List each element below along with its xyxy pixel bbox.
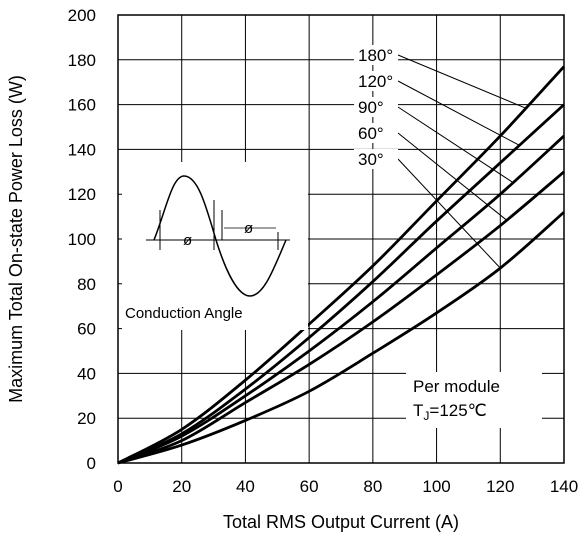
operating-note: Per module TJ=125℃ — [406, 372, 542, 428]
y-tick-label-9: 180 — [68, 51, 96, 70]
series-line-1 — [117, 103, 565, 465]
series-line-0 — [117, 65, 566, 465]
series-label-4: 30° — [358, 150, 384, 169]
series-label-bg-1 — [354, 71, 398, 91]
series-labels: 180° 120° 90° 60° 30° — [354, 45, 398, 169]
series-leader-1 — [397, 80, 520, 146]
note-background — [406, 372, 542, 428]
y-tick-label-10: 200 — [68, 6, 96, 25]
y-axis-title: Maximum Total On-state Power Loss (W) — [6, 75, 26, 403]
y-tick-label-7: 140 — [68, 140, 96, 159]
series-label-bg-2 — [354, 97, 398, 117]
inset-phi-2: ø — [244, 220, 253, 237]
note-tj-t: T — [413, 401, 423, 420]
x-axis-title: Total RMS Output Current (A) — [223, 512, 459, 532]
note-tj-value: =125℃ — [429, 401, 486, 420]
x-tick-label-1: 20 — [172, 477, 191, 496]
x-tick-label-5: 100 — [422, 477, 450, 496]
series-leader-4 — [397, 158, 501, 269]
series-label-2: 90° — [358, 98, 384, 117]
series-line-2 — [117, 134, 565, 465]
series-leader-3 — [397, 132, 507, 221]
y-tick-label-4: 80 — [77, 275, 96, 294]
y-tick-label-1: 20 — [77, 409, 96, 428]
inset-background — [122, 162, 308, 330]
series-leader-2 — [397, 106, 514, 183]
conduction-angle-inset: ø ø Conduction Angle — [122, 162, 308, 330]
series-leader-0 — [397, 54, 526, 109]
x-tick-label-2: 40 — [236, 477, 255, 496]
y-tick-label-0: 0 — [87, 454, 96, 473]
series-label-0: 180° — [358, 46, 393, 65]
tick-labels: 0 20 40 60 80 100 120 140 0 20 40 60 80 100 120 140 160 1… — [68, 6, 579, 496]
note-tj-sub: J — [423, 409, 429, 423]
x-tick-label-0: 0 — [113, 477, 122, 496]
series-label-3: 60° — [358, 124, 384, 143]
x-tick-label-4: 80 — [363, 477, 382, 496]
x-tick-label-7: 140 — [550, 477, 578, 496]
series-label-bg-4 — [354, 149, 398, 169]
y-tick-label-5: 100 — [68, 230, 96, 249]
y-tick-label-2: 40 — [77, 364, 96, 383]
inset-label: Conduction Angle — [125, 305, 243, 322]
x-tick-label-3: 60 — [300, 477, 319, 496]
note-line-2: TJ=125℃ — [413, 401, 487, 423]
series-leader-lines — [397, 54, 526, 269]
series-label-1: 120° — [358, 72, 393, 91]
series-label-bg-0 — [354, 45, 398, 65]
inset-phi-1: ø — [183, 232, 192, 249]
note-line-1: Per module — [413, 377, 500, 396]
plot-frame — [117, 14, 565, 464]
y-tick-label-3: 60 — [77, 320, 96, 339]
x-tick-label-6: 120 — [486, 477, 514, 496]
y-tick-label-8: 160 — [68, 96, 96, 115]
y-tick-label-6: 120 — [68, 185, 96, 204]
series-label-bg-3 — [354, 123, 398, 143]
series-line-3 — [117, 170, 565, 465]
